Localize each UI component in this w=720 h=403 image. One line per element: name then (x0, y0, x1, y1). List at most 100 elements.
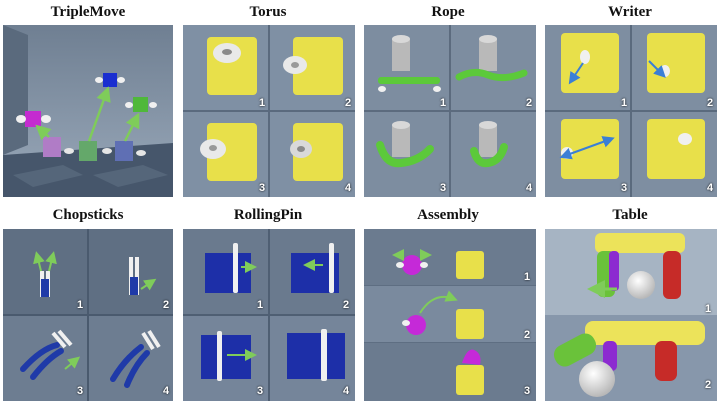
write-arrow (648, 60, 666, 78)
ball (579, 361, 615, 397)
torus-scene (183, 25, 355, 197)
step-label: 1 (705, 303, 712, 315)
dough-block (207, 123, 257, 181)
title-chopsticks: Chopsticks (52, 207, 124, 223)
tabletop (585, 321, 705, 345)
table-leg (553, 333, 597, 367)
triplemove-panel (3, 25, 173, 197)
step-label: 1 (77, 299, 84, 311)
step-label: 3 (440, 182, 447, 194)
chopsticks-panel: 1 2 3 4 (3, 229, 173, 401)
table-leg (609, 251, 619, 291)
magenta-ball (402, 255, 422, 275)
rolling-pin (329, 243, 334, 293)
rope-panel: 1 2 3 4 (364, 25, 536, 197)
dough-block (456, 365, 484, 395)
step-label: 1 (259, 97, 266, 109)
dough-block (287, 333, 345, 379)
cylinder (392, 39, 410, 71)
step-label: 2 (343, 299, 350, 311)
writer-tool (660, 65, 670, 77)
green-target (133, 97, 148, 112)
step-label: 2 (163, 299, 170, 311)
assembly-panel: 1 2 3 (364, 229, 536, 401)
title-writer: Writer (608, 4, 652, 20)
title-triplemove: TripleMove (50, 4, 126, 20)
step-label: 3 (621, 182, 628, 194)
cylinder (479, 39, 497, 71)
move-arrow (64, 356, 81, 370)
step-label: 3 (257, 385, 264, 397)
rollingpin-scene (183, 229, 355, 401)
title-assembly: Assembly (417, 207, 479, 223)
dough-block (561, 33, 619, 93)
chopstick (130, 277, 138, 295)
step-label: 2 (345, 97, 352, 109)
title-torus: Torus (249, 4, 287, 20)
move-arrow (45, 251, 57, 272)
writer-tool (580, 50, 590, 64)
title-table: Table (612, 207, 648, 223)
rope (376, 141, 434, 168)
writer-scene (545, 25, 717, 197)
dough-block (456, 309, 484, 339)
rope (455, 68, 528, 82)
step-label: 2 (524, 329, 531, 341)
step-label: 4 (526, 182, 533, 194)
dough-block (647, 33, 705, 93)
chopstick (41, 279, 49, 297)
rolling-pin (233, 243, 238, 293)
table-panel: 1 2 (545, 229, 717, 401)
move-arrow (87, 86, 111, 142)
cylinder (392, 125, 410, 157)
dough-block (293, 37, 343, 95)
move-arrow (123, 112, 140, 142)
title-rollingpin: RollingPin (233, 207, 303, 223)
step-label: 3 (77, 385, 84, 397)
torus-panel: 1 2 3 4 (183, 25, 355, 197)
step-label: 4 (343, 385, 350, 397)
magenta-ball (462, 349, 481, 365)
purple-cube (43, 137, 61, 157)
dough-block (647, 119, 705, 179)
step-label: 3 (259, 182, 266, 194)
blue-cube (115, 141, 133, 161)
title-rope: Rope (431, 4, 465, 20)
green-cube (79, 141, 97, 161)
move-arrow (140, 278, 157, 291)
writer-panel: 1 2 3 4 (545, 25, 717, 197)
step-label: 3 (524, 385, 531, 397)
table-leg (655, 341, 677, 381)
step-label: 4 (707, 182, 714, 194)
step-label: 1 (257, 299, 264, 311)
writer-tool (678, 133, 692, 145)
step-label: 2 (705, 379, 712, 391)
rollingpin-panel: 1 2 3 4 (183, 229, 355, 401)
rolling-pin (321, 329, 327, 381)
purple-target (25, 111, 41, 127)
write-arrow (559, 136, 615, 160)
assembly-scene (364, 229, 536, 401)
rope (378, 77, 440, 84)
step-label: 1 (524, 271, 531, 283)
magenta-ball (406, 315, 426, 335)
write-arrow (568, 62, 584, 85)
blue-target (103, 73, 117, 87)
cylinder (479, 125, 497, 157)
dough-block (293, 123, 343, 181)
move-arrow (419, 290, 458, 314)
step-label: 1 (621, 97, 628, 109)
chopstick (110, 344, 144, 382)
step-label: 4 (163, 385, 170, 397)
dough-block (456, 251, 484, 279)
move-arrow (33, 251, 45, 272)
step-label: 4 (345, 182, 352, 194)
table-leg (663, 251, 681, 299)
rope (470, 143, 508, 168)
move-arrow (35, 124, 52, 141)
triplemove-scene (3, 25, 173, 197)
step-label: 2 (707, 97, 714, 109)
chopstick (20, 342, 60, 372)
tabletop (595, 233, 685, 253)
step-label: 2 (526, 97, 533, 109)
